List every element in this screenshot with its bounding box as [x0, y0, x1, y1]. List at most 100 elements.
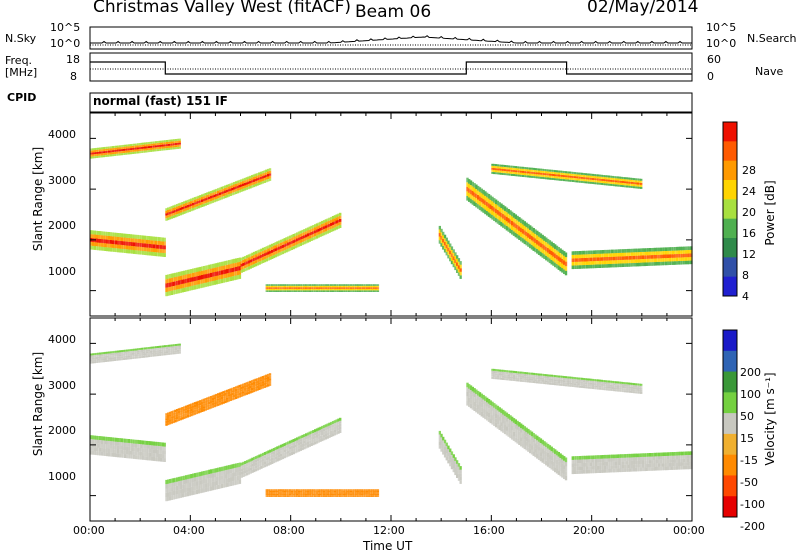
- heatmap-cell: [493, 198, 496, 203]
- heatmap-cell: [605, 257, 609, 261]
- heatmap-cell: [184, 200, 188, 204]
- heatmap-cell: [527, 237, 530, 243]
- heatmap-cell: [106, 359, 109, 362]
- heatmap-cell: [303, 434, 306, 438]
- heatmap-cell: [511, 430, 514, 435]
- heatmap-cell: [310, 440, 313, 443]
- heatmap-cell: [629, 388, 632, 391]
- heatmap-cell: [537, 446, 541, 451]
- heatmap-cell: [587, 455, 591, 460]
- heatmap-cell: [306, 233, 310, 237]
- heatmap-cell: [632, 467, 636, 472]
- heatmap-cell: [287, 447, 290, 451]
- heatmap-cell: [586, 455, 589, 460]
- heatmap-cell: [494, 375, 498, 378]
- heatmap-cell: [251, 390, 254, 393]
- heatmap-cell: [611, 461, 614, 466]
- heatmap-cell: [197, 480, 200, 486]
- heatmap-cell: [512, 226, 516, 232]
- heatmap-cell: [160, 345, 163, 348]
- heatmap-cell: [179, 271, 182, 276]
- heatmap-cell: [636, 184, 639, 187]
- heatmap-cell: [529, 175, 532, 178]
- heatmap-cell: [281, 490, 285, 493]
- heatmap-cell: [365, 287, 369, 289]
- heatmap-cell: [238, 179, 241, 183]
- heatmap-cell: [620, 385, 623, 388]
- heatmap-cell: [659, 466, 663, 471]
- heatmap-cell: [183, 283, 186, 288]
- heatmap-cell: [554, 375, 557, 378]
- heatmap-cell: [220, 274, 224, 279]
- heatmap-cell: [615, 381, 618, 384]
- heatmap-cell: [638, 180, 641, 183]
- heatmap-cell: [634, 259, 637, 263]
- heatmap-cell: [233, 472, 236, 477]
- heatmap-cell: [172, 210, 175, 213]
- heatmap-cell: [306, 284, 310, 286]
- heatmap-cell: [297, 442, 301, 446]
- heatmap-cell: [493, 211, 496, 217]
- heatmap-cell: [129, 144, 133, 147]
- heatmap-cell: [545, 171, 548, 174]
- heatmap-cell: [127, 237, 130, 242]
- heatmap-cell: [589, 466, 592, 470]
- heatmap-cell: [106, 353, 109, 356]
- heatmap-cell: [211, 485, 215, 491]
- heatmap-cell: [186, 278, 190, 283]
- heatmap-cell: [545, 255, 548, 261]
- heatmap-cell: [163, 454, 166, 459]
- heatmap-cell: [613, 387, 616, 390]
- heatmap-cell: [657, 463, 661, 467]
- heatmap-cell: [631, 179, 634, 182]
- heatmap-cell: [160, 351, 163, 354]
- heatmap-cell: [294, 245, 297, 249]
- heatmap-cell: [118, 248, 122, 253]
- heatmap-cell: [559, 458, 562, 463]
- heatmap-cell: [279, 245, 283, 249]
- heatmap-cell: [201, 194, 204, 197]
- heatmap-cell: [181, 476, 184, 481]
- heatmap-cell: [625, 390, 629, 393]
- heatmap-cell: [183, 270, 186, 275]
- heatmap-cell: [294, 438, 297, 442]
- heatmap-cell: [310, 287, 313, 289]
- heatmap-cell: [140, 451, 143, 456]
- heatmap-cell: [99, 147, 102, 150]
- heatmap-cell: [285, 285, 288, 288]
- heatmap-cell: [269, 290, 272, 292]
- heatmap-cell: [195, 272, 199, 277]
- heatmap-cell: [210, 477, 213, 483]
- heatmap-cell: [208, 281, 211, 287]
- heatmap-cell: [331, 430, 335, 434]
- heatmap-cell: [344, 287, 347, 289]
- heatmap-cell: [91, 242, 95, 246]
- heatmap-cell: [240, 386, 243, 390]
- heatmap-cell: [577, 470, 580, 474]
- heatmap-cell: [278, 288, 281, 291]
- heatmap-cell: [546, 374, 550, 377]
- heatmap-cell: [288, 452, 292, 456]
- heatmap-cell: [618, 249, 621, 253]
- heatmap-cell: [229, 396, 232, 399]
- heatmap-cell: [512, 375, 516, 377]
- heatmap-cell: [108, 355, 111, 358]
- heatmap-cell: [218, 195, 222, 198]
- heatmap-cell: [636, 186, 639, 189]
- heatmap-cell: [521, 424, 525, 430]
- heatmap-cell: [167, 479, 170, 484]
- heatmap-cell: [530, 374, 534, 377]
- heatmap-cell: [539, 251, 543, 257]
- heatmap-cell: [185, 475, 188, 480]
- heatmap-cell: [603, 249, 607, 254]
- heatmap-cell: [643, 456, 646, 461]
- heatmap-cell: [564, 466, 568, 472]
- heatmap-cell: [160, 347, 163, 350]
- heatmap-cell: [188, 204, 191, 207]
- heatmap-cell: [618, 383, 621, 386]
- heatmap-cell: [634, 457, 637, 461]
- heatmap-cell: [328, 284, 331, 286]
- heatmap-cell: [91, 245, 95, 250]
- heatmap-cell: [303, 290, 306, 292]
- heatmap-cell: [663, 247, 666, 251]
